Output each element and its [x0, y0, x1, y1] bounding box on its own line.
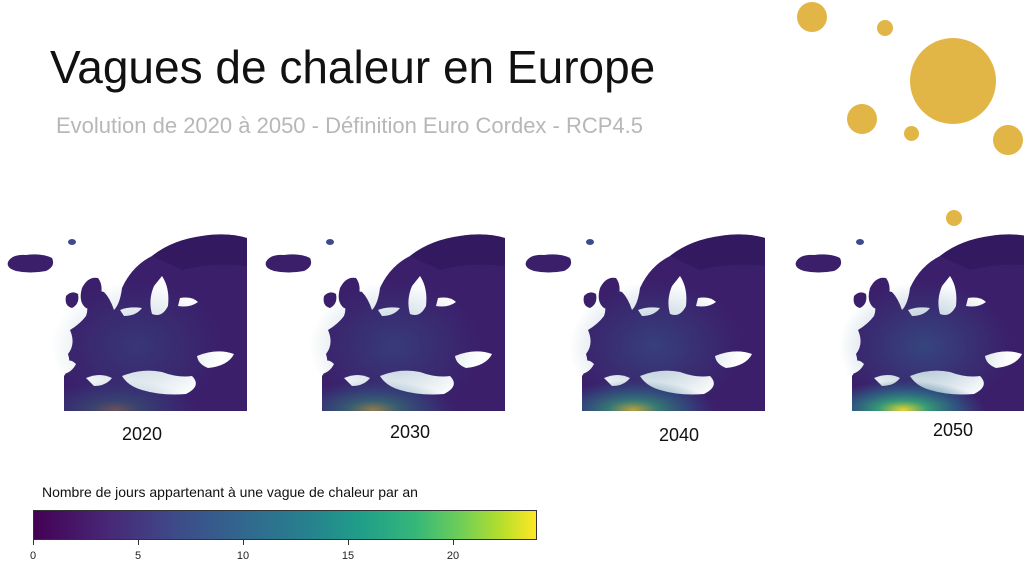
year-label: 2020	[121, 424, 163, 444]
legend-tick-label: 5	[134, 550, 142, 562]
legend-tick-label: 20	[446, 550, 460, 562]
legend-tick-mark	[138, 540, 139, 545]
map-2020	[2, 226, 247, 411]
legend-title: Nombre de jours appartenant à une vague …	[42, 484, 418, 500]
legend-tick-mark	[348, 540, 349, 545]
decorative-bubble	[910, 38, 996, 124]
decorative-bubble	[946, 210, 962, 226]
legend-tick-mark	[33, 540, 34, 545]
map-2030	[260, 226, 505, 411]
page-title: Vagues de chaleur en Europe	[50, 41, 656, 93]
decorative-bubble	[877, 20, 893, 36]
year-label: 2030	[389, 422, 431, 442]
legend-tick-mark	[243, 540, 244, 545]
legend-tick-label: 15	[341, 550, 355, 562]
decorative-bubble	[797, 2, 827, 32]
legend-tick-label: 0	[29, 550, 37, 562]
year-label: 2040	[658, 425, 700, 445]
year-label: 2050	[932, 420, 974, 440]
legend-colorbar	[33, 510, 537, 540]
decorative-bubble	[904, 126, 919, 141]
legend-tick-label: 10	[236, 550, 250, 562]
page-subtitle: Evolution de 2020 à 2050 - Définition Eu…	[56, 113, 644, 138]
map-2040	[520, 226, 765, 411]
decorative-bubble	[847, 104, 877, 134]
map-2050	[790, 226, 1024, 411]
decorative-bubble	[993, 125, 1023, 155]
legend-tick-mark	[453, 540, 454, 545]
